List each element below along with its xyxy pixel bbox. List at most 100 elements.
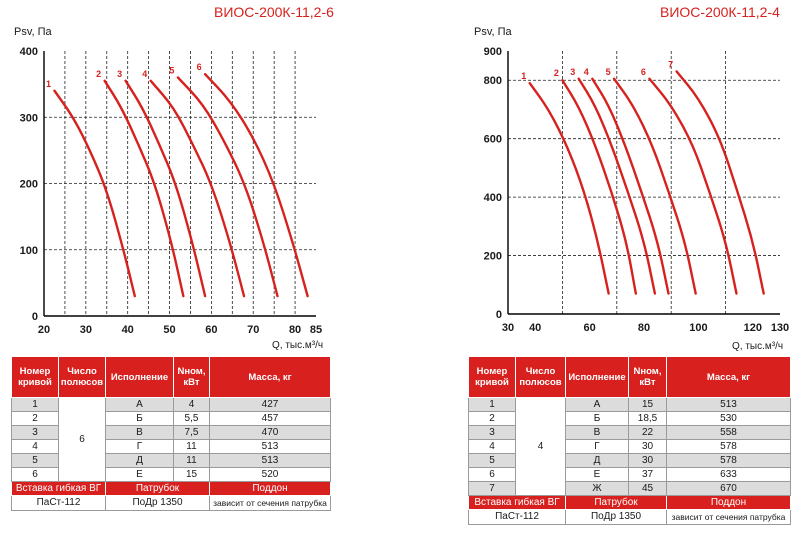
cell-version: В	[565, 425, 629, 440]
cell-mass: 578	[666, 453, 791, 468]
cell-curve-number: 7	[468, 481, 516, 496]
cell-curve-number: 1	[468, 397, 516, 412]
table-row: 5 Д 11 513	[11, 453, 331, 468]
series-label-3: 3	[570, 67, 575, 77]
cell-curve-number: 5	[11, 453, 59, 468]
cell-power: 4	[173, 397, 210, 412]
cell-mass: 558	[666, 425, 791, 440]
series-line-5	[176, 76, 279, 298]
cell-version: Д	[105, 453, 174, 468]
accessory-value-nozzle: ПоДр 1350	[105, 495, 210, 511]
series-line-1	[528, 81, 610, 295]
cell-poles: 6	[58, 397, 106, 482]
cell-mass: 633	[666, 467, 791, 482]
x-tick-label: 50	[163, 324, 175, 336]
cell-mass: 513	[209, 453, 331, 468]
x-tick-label: 120	[744, 322, 762, 334]
cell-curve-number: 3	[11, 425, 59, 440]
cell-mass: 427	[209, 397, 331, 412]
series-label-6: 6	[641, 67, 646, 77]
cell-version: Г	[565, 439, 629, 454]
accessory-header-nozzle: Патрубок	[105, 481, 210, 496]
cell-power: 11	[173, 439, 210, 454]
table-row: 4 Г 11 513	[11, 439, 331, 454]
cell-version: А	[565, 397, 629, 412]
x-tick-label: 20	[38, 324, 50, 336]
chart-left: 20 30 40 50 60 70 80 85 0 100 200 300 400 1 2 3 4 5 6	[20, 46, 322, 336]
cell-version: Б	[565, 411, 629, 426]
x-tick-label: 85	[310, 324, 322, 336]
series-line-3	[577, 77, 657, 295]
series-label-2: 2	[554, 68, 559, 78]
cell-power: 15	[628, 397, 667, 412]
accessory-value-flex-insert: ПаСт-112	[11, 495, 106, 511]
cell-power: 5,5	[173, 411, 210, 426]
cell-power: 30	[628, 453, 667, 468]
spec-table: Номер кривой Число полюсов Исполнение Nн…	[468, 356, 791, 525]
chart-title: ВИОС-200К-11,2-4	[660, 4, 780, 20]
x-axis-label: Q, тыс.м³/ч	[732, 341, 784, 352]
series-label-5: 5	[169, 66, 174, 76]
y-tick-label: 0	[496, 309, 502, 321]
x-tick-label: 80	[638, 322, 650, 334]
series-label-3: 3	[117, 69, 122, 79]
cell-power: 11	[173, 453, 210, 468]
cell-power: 7,5	[173, 425, 210, 440]
x-tick-label: 80	[289, 324, 301, 336]
header-mass: Масса, кг	[209, 356, 331, 398]
cell-mass: 513	[666, 397, 791, 412]
grid	[508, 51, 780, 314]
table-row: 6 Е 15 520	[11, 467, 331, 482]
cell-power: 15	[173, 467, 210, 482]
y-tick-label: 600	[484, 134, 502, 146]
series-line-2	[561, 79, 638, 295]
header-version: Исполнение	[565, 356, 629, 398]
accessory-header-tray: Поддон	[209, 481, 331, 496]
table-row: 1 4 А 15 513	[468, 397, 791, 496]
grid	[44, 51, 316, 316]
y-axis-label: Psv, Па	[14, 26, 52, 38]
accessory-header-flex-insert: Вставка гибкая ВГ	[468, 495, 566, 510]
accessory-value-tray: зависит от сечения патрубка	[209, 495, 331, 511]
series-line-4	[591, 77, 670, 295]
spec-table: Номер кривой Число полюсов Исполнение Nн…	[11, 356, 331, 511]
accessories-header-row: Вставка гибкая ВГ Патрубок Поддон	[468, 495, 791, 510]
chart-title: ВИОС-200К-11,2-6	[214, 4, 334, 20]
series-label-7: 7	[668, 59, 673, 69]
header-curve-number: Номер кривой	[11, 356, 59, 398]
cell-curve-number: 2	[468, 411, 516, 426]
cell-power: 30	[628, 439, 667, 454]
series-line-5	[612, 77, 697, 295]
series-label-4: 4	[142, 69, 147, 79]
series-line-6	[648, 77, 738, 295]
cell-version: В	[105, 425, 174, 440]
accessory-header-flex-insert: Вставка гибкая ВГ	[11, 481, 106, 496]
cell-power: 22	[628, 425, 667, 440]
x-tick-label: 70	[247, 324, 259, 336]
cell-curve-number: 5	[468, 453, 516, 468]
table-row: 1 6 А 4 427	[11, 397, 331, 482]
cell-mass: 457	[209, 411, 331, 426]
cell-curve-number: 2	[11, 411, 59, 426]
accessories-value-row: ПаСт-112 ПоДр 1350 зависит от сечения патр…	[468, 509, 791, 525]
y-tick-label: 400	[20, 46, 38, 58]
series-line-2	[103, 79, 185, 298]
series-label-1: 1	[521, 71, 526, 81]
cell-version: Д	[565, 453, 629, 468]
x-tick-label: 40	[122, 324, 134, 336]
series-label-4: 4	[584, 67, 589, 77]
cell-version: Е	[565, 467, 629, 482]
cell-curve-number: 6	[11, 467, 59, 482]
header-power: Nном, кВт	[173, 356, 210, 398]
cell-mass: 530	[666, 411, 791, 426]
y-tick-label: 100	[20, 245, 38, 257]
chart-panel-left: ВИОС-200К-11,2-6 Psv, Па Q, тыс.м³/ч 20 3…	[11, 4, 334, 511]
series-line-4	[149, 79, 246, 298]
cell-curve-number: 4	[11, 439, 59, 454]
cell-curve-number: 4	[468, 439, 516, 454]
accessory-value-flex-insert: ПаСт-112	[468, 509, 566, 525]
cell-power: 37	[628, 467, 667, 482]
chart-right: 30 40 60 80 100 120 130 0 200 400 600 800 900 1 2 3 4 5 6 7	[484, 46, 790, 334]
series-label-1: 1	[46, 79, 51, 89]
x-tick-label: 30	[80, 324, 92, 336]
